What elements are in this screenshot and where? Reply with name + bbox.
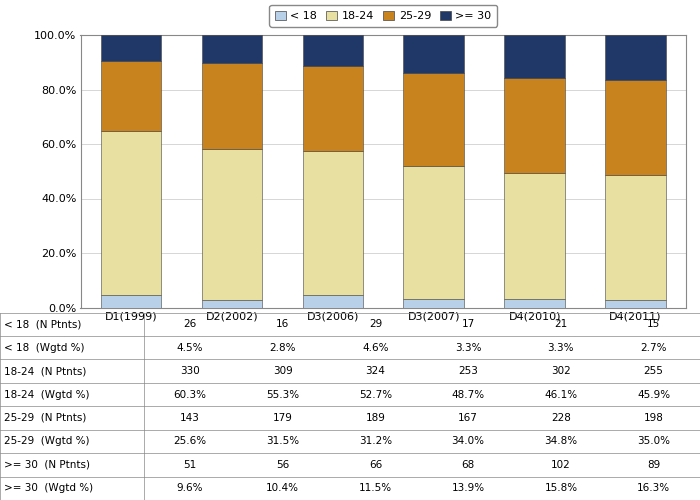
Text: 102: 102: [551, 460, 570, 470]
Text: 68: 68: [461, 460, 475, 470]
Text: 66: 66: [369, 460, 382, 470]
Bar: [403, 36, 464, 73]
Text: 228: 228: [551, 413, 570, 423]
Text: 189: 189: [365, 413, 385, 423]
Bar: [403, 73, 464, 166]
Text: 55.3%: 55.3%: [266, 390, 299, 400]
Text: 18-24  (N Ptnts): 18-24 (N Ptnts): [4, 366, 86, 376]
Text: >= 30  (N Ptnts): >= 30 (N Ptnts): [4, 460, 90, 470]
Bar: [302, 35, 363, 66]
Text: 253: 253: [458, 366, 478, 376]
Text: 17: 17: [461, 319, 475, 329]
Bar: [606, 36, 666, 80]
Text: 18-24  (Wgtd %): 18-24 (Wgtd %): [4, 390, 89, 400]
Text: 21: 21: [554, 319, 568, 329]
Text: 45.9%: 45.9%: [637, 390, 670, 400]
Text: < 18  (Wgtd %): < 18 (Wgtd %): [4, 342, 84, 352]
Text: 34.8%: 34.8%: [545, 436, 578, 446]
Text: 25.6%: 25.6%: [174, 436, 206, 446]
Text: 2.7%: 2.7%: [640, 342, 667, 352]
Bar: [504, 35, 565, 78]
Legend: < 18, 18-24, 25-29, >= 30: < 18, 18-24, 25-29, >= 30: [270, 5, 497, 26]
Text: 29: 29: [369, 319, 382, 329]
Text: 198: 198: [644, 413, 664, 423]
Bar: [606, 300, 666, 308]
Bar: [101, 35, 161, 61]
Text: 35.0%: 35.0%: [637, 436, 670, 446]
Text: 309: 309: [273, 366, 293, 376]
Bar: [302, 152, 363, 295]
Text: 3.3%: 3.3%: [455, 342, 482, 352]
Bar: [302, 66, 363, 152]
Bar: [202, 64, 262, 149]
Text: 25-29  (N Ptnts): 25-29 (N Ptnts): [4, 413, 86, 423]
Text: 330: 330: [180, 366, 200, 376]
Text: 167: 167: [458, 413, 478, 423]
Bar: [403, 298, 464, 308]
Text: 15.8%: 15.8%: [545, 484, 578, 494]
Text: 56: 56: [276, 460, 289, 470]
Text: < 18  (N Ptnts): < 18 (N Ptnts): [4, 319, 81, 329]
Text: 302: 302: [551, 366, 570, 376]
Text: 48.7%: 48.7%: [452, 390, 484, 400]
Text: 34.0%: 34.0%: [452, 436, 484, 446]
Text: 46.1%: 46.1%: [545, 390, 578, 400]
Text: 324: 324: [365, 366, 385, 376]
Text: 2.8%: 2.8%: [270, 342, 296, 352]
Text: 25-29  (Wgtd %): 25-29 (Wgtd %): [4, 436, 89, 446]
Bar: [302, 295, 363, 308]
Bar: [606, 80, 666, 175]
Text: 16.3%: 16.3%: [637, 484, 670, 494]
Text: 15: 15: [647, 319, 660, 329]
Text: 179: 179: [273, 413, 293, 423]
Bar: [101, 131, 161, 295]
Text: 255: 255: [644, 366, 664, 376]
Bar: [606, 175, 666, 300]
Text: 4.6%: 4.6%: [362, 342, 389, 352]
Text: 4.5%: 4.5%: [176, 342, 203, 352]
Bar: [202, 35, 262, 64]
Text: 31.5%: 31.5%: [266, 436, 299, 446]
Text: 11.5%: 11.5%: [359, 484, 392, 494]
Text: 16: 16: [276, 319, 289, 329]
Text: 10.4%: 10.4%: [266, 484, 299, 494]
Text: 9.6%: 9.6%: [176, 484, 203, 494]
Text: 60.3%: 60.3%: [174, 390, 206, 400]
Text: >= 30  (Wgtd %): >= 30 (Wgtd %): [4, 484, 92, 494]
Bar: [504, 298, 565, 308]
Bar: [101, 61, 161, 131]
Text: 52.7%: 52.7%: [359, 390, 392, 400]
Bar: [504, 78, 565, 173]
Bar: [202, 300, 262, 308]
Bar: [504, 173, 565, 298]
Bar: [403, 166, 464, 298]
Text: 3.3%: 3.3%: [547, 342, 574, 352]
Text: 31.2%: 31.2%: [359, 436, 392, 446]
Text: 89: 89: [647, 460, 660, 470]
Text: 51: 51: [183, 460, 197, 470]
Text: 143: 143: [180, 413, 200, 423]
Text: 13.9%: 13.9%: [452, 484, 484, 494]
Text: 26: 26: [183, 319, 197, 329]
Bar: [202, 149, 262, 300]
Bar: [101, 295, 161, 308]
